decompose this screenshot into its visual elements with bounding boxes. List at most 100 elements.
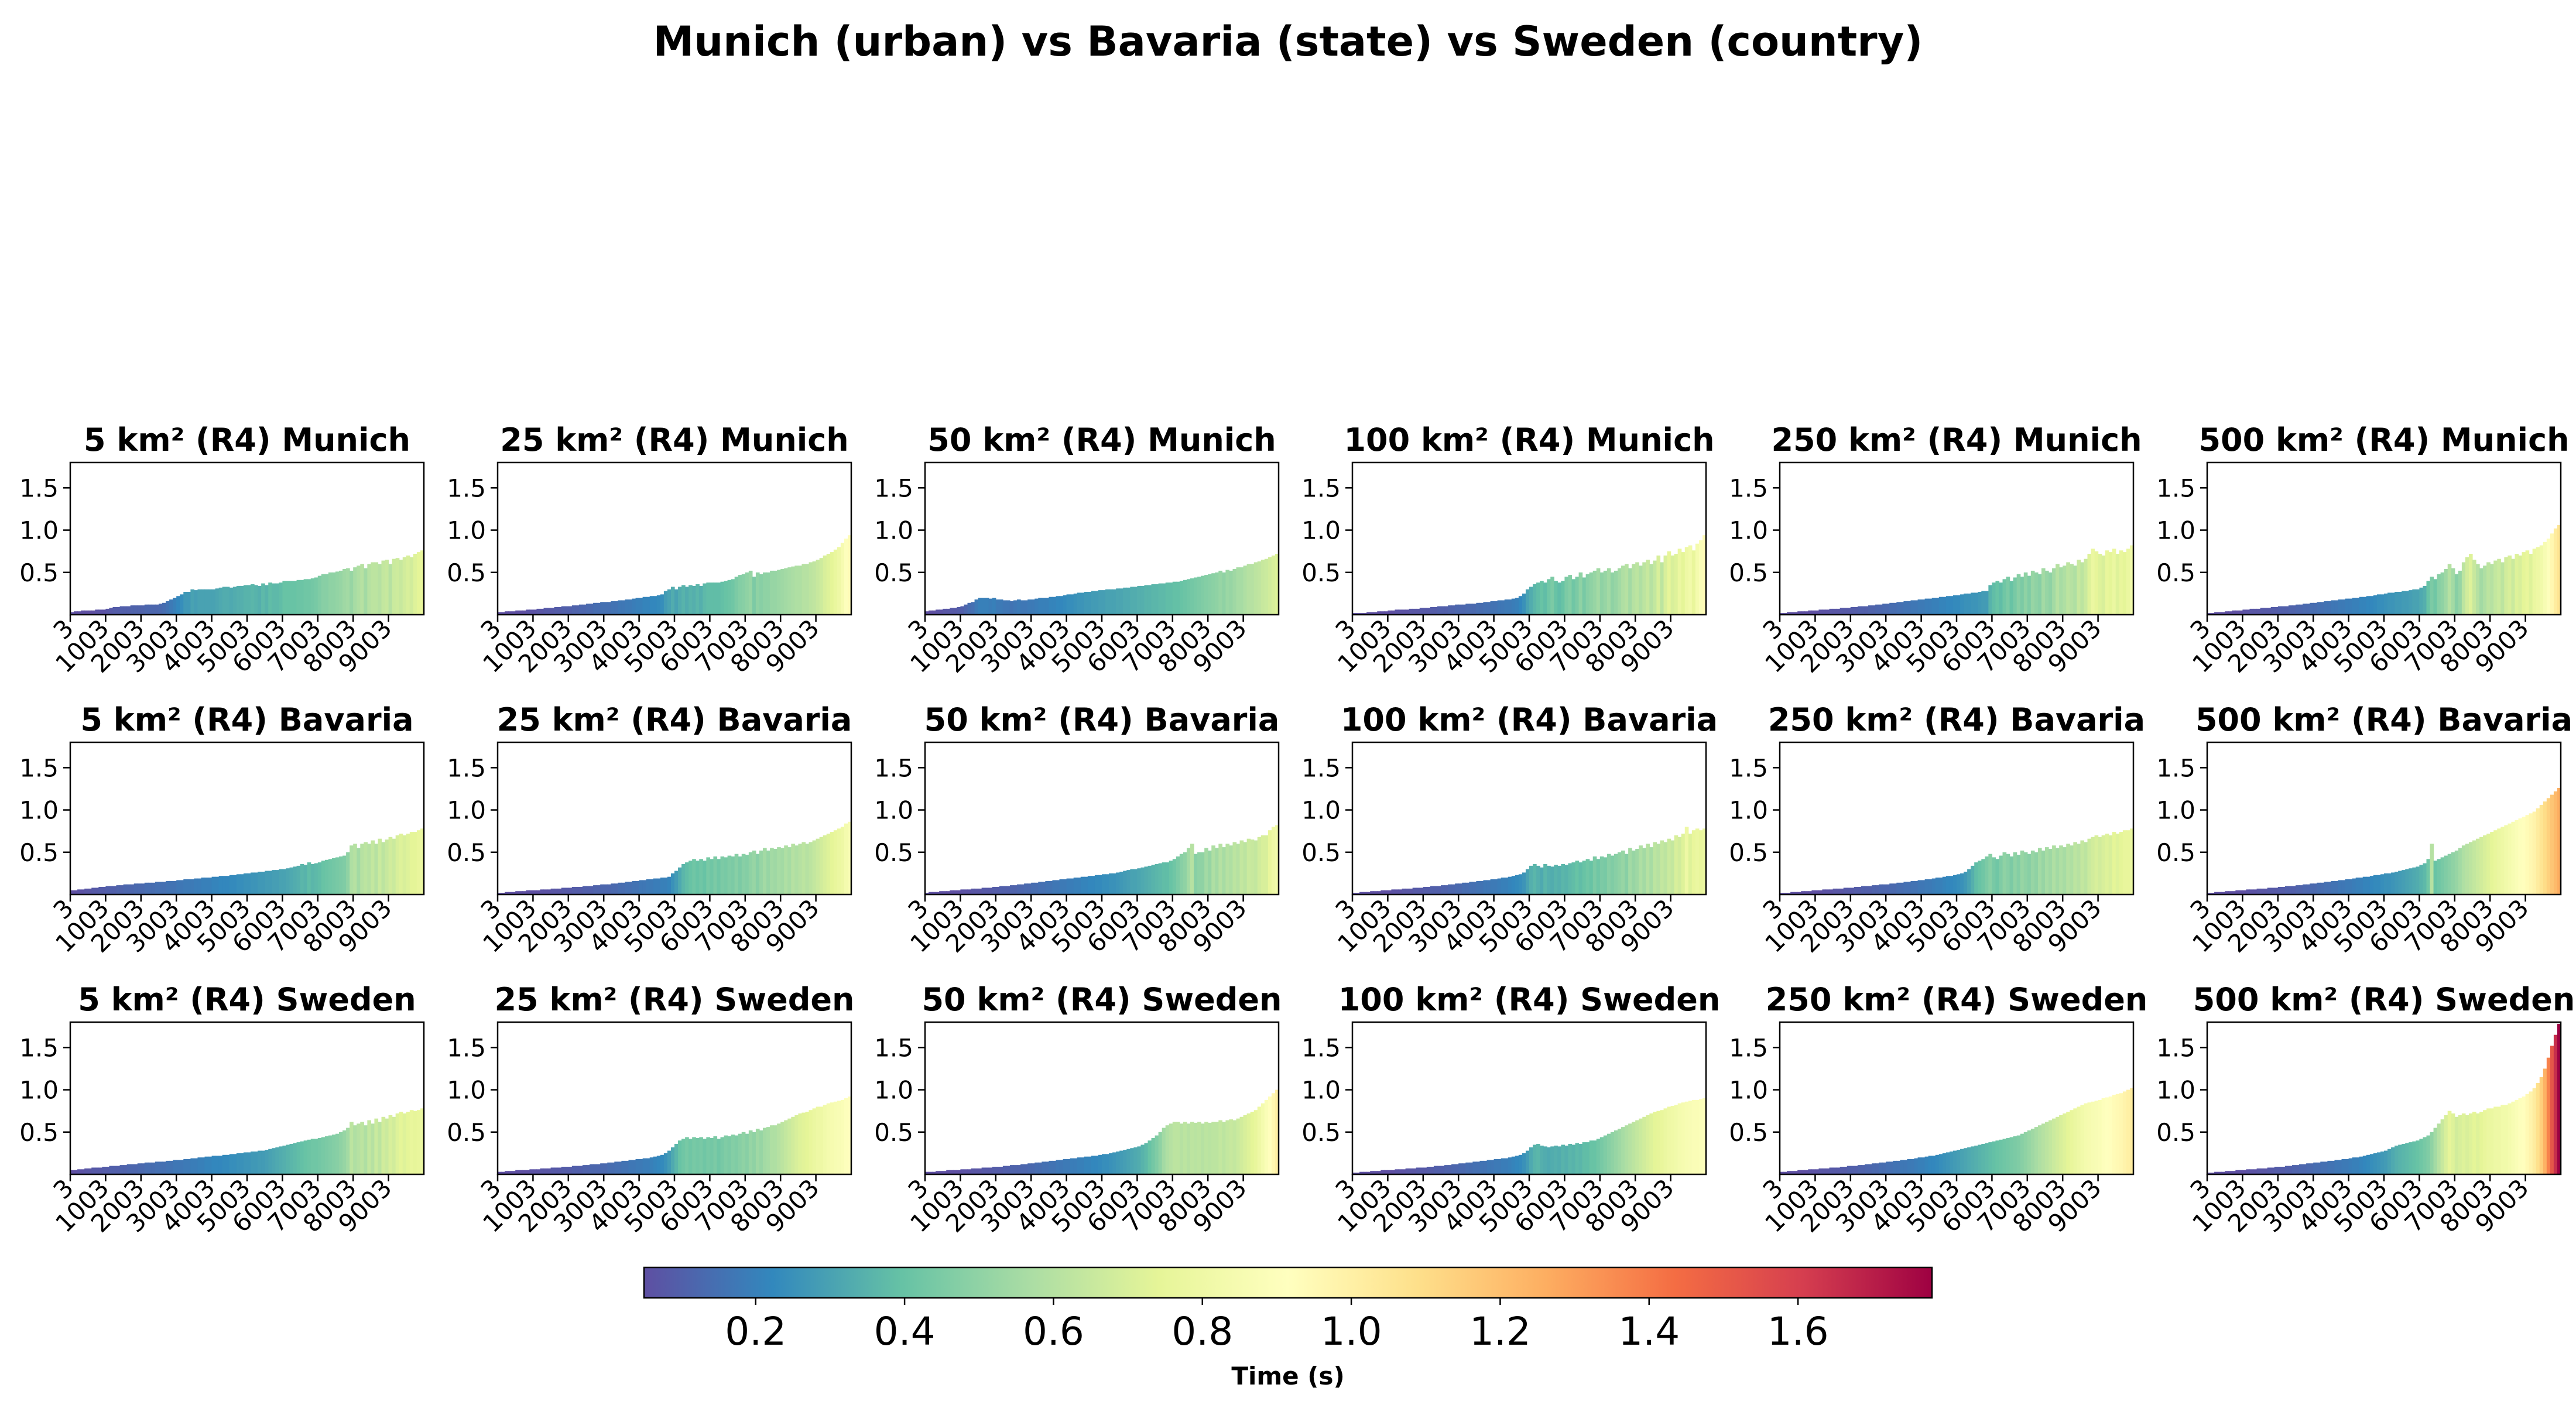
bar [663,878,668,895]
bar [2263,608,2268,615]
bar [1253,1110,1258,1174]
bar [1843,887,1848,895]
bar [2320,1161,2324,1174]
y-tick-label: 1.5 [1729,474,1768,502]
bar [2437,1123,2441,1174]
bar [2242,609,2247,615]
bar [335,1133,340,1174]
subplot-title: 25 km² (R4) Bavaria [497,701,852,738]
bar [1087,1156,1092,1174]
bar [1416,1167,1420,1174]
bar [2341,880,2346,895]
bar [2101,555,2106,615]
bar [1854,1166,1858,1174]
bar [2398,1144,2402,1174]
bar [1020,600,1025,615]
bar [2080,1105,2085,1174]
bar [2355,598,2360,615]
bar [1239,567,1244,615]
bar [180,880,184,895]
bar [197,589,202,615]
y-tick-label: 1.5 [2156,1033,2195,1062]
bar [1614,570,1618,615]
y-tick-label: 0.5 [19,1118,59,1147]
bar [2274,607,2279,615]
bar [307,1139,311,1174]
bar [943,608,947,615]
bar [251,872,255,895]
bar [1052,1160,1057,1174]
bar [505,611,509,615]
bar [1059,879,1064,895]
bar [310,864,315,895]
bar [2369,596,2374,615]
bar [2063,847,2067,895]
bar [2454,1116,2459,1174]
bar [2536,808,2540,895]
y-tick-label: 0.5 [447,558,486,587]
bar [578,604,583,615]
bar [508,892,512,895]
bar [2094,835,2099,895]
bar [1893,602,1897,615]
bar [251,584,255,615]
bar [2281,887,2286,895]
bar [123,606,128,615]
subplot-title: 100 km² (R4) Sweden [1338,981,1721,1018]
bar [1614,1130,1618,1174]
bar [310,1139,315,1174]
bar [413,554,417,615]
bar [1412,887,1417,895]
bar [1218,570,1222,615]
bar [2214,1171,2218,1174]
bar [137,605,142,615]
bar [381,842,386,895]
bar [1850,607,1855,615]
y-tick-label: 0.5 [1729,1118,1768,1147]
bar [688,861,693,895]
bar [1091,876,1095,895]
bar [533,1169,537,1174]
bar [957,607,961,615]
bar [925,611,929,615]
bar [1455,604,1459,615]
y-tick-label: 1.0 [447,796,486,825]
bar [816,838,820,895]
bar [1621,1127,1625,1174]
bar [2232,891,2236,895]
bar [1119,588,1123,615]
bar [840,1099,845,1174]
bar [1653,1112,1657,1174]
bar [2437,574,2441,615]
y-tick-label: 1.0 [447,516,486,545]
bar [2221,612,2225,615]
bar [2440,572,2445,615]
bar [1426,608,1431,615]
bar [2338,599,2342,615]
bar [105,608,110,615]
bar [1045,880,1049,895]
bar [2002,852,2007,895]
bar [1508,1157,1512,1174]
bar [357,1123,361,1174]
bar [2225,891,2229,895]
bar [501,612,505,615]
y-tick-label: 1.5 [874,753,913,782]
bar [130,884,135,895]
bar [1985,591,1989,615]
bar [1027,1163,1032,1174]
bar [1137,868,1142,895]
bar [2306,884,2310,895]
bar [1621,850,1625,895]
bar [166,880,170,895]
bar [208,1156,213,1174]
bar [91,887,95,895]
bar [2483,835,2487,895]
bar [826,834,831,895]
bar [766,850,770,895]
bar [2056,848,2060,895]
bar [2444,1115,2448,1174]
bar [119,1165,124,1174]
bar [2373,595,2378,615]
bar [2288,886,2293,895]
